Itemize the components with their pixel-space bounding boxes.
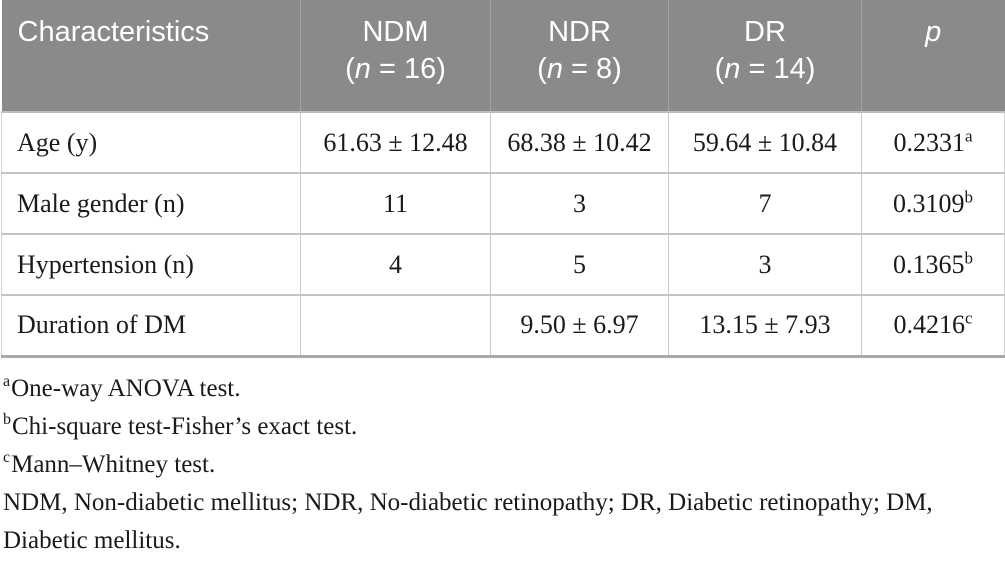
header-label: NDR	[548, 16, 611, 48]
row-label: Hypertension (n)	[1, 234, 301, 296]
footnote-marker: b	[964, 186, 974, 206]
header-label: DR	[744, 16, 786, 48]
header-sample-size: (n = 14)	[714, 53, 816, 85]
footnote-marker: a	[964, 125, 973, 145]
footnote-marker: a	[3, 373, 11, 391]
column-header-dr: DR (n = 14)	[668, 0, 862, 113]
cell-dr: 7	[668, 173, 862, 235]
table-row-hypertension: Hypertension (n) 4 5 3 0.1365b	[1, 234, 1005, 296]
cell-dr: 13.15 ± 7.93	[668, 295, 862, 358]
header-sample-size: (n = 8)	[537, 53, 622, 85]
cell-ndr: 5	[490, 234, 669, 296]
cell-p-value: 0.2331a	[861, 112, 1005, 174]
cell-dr: 3	[668, 234, 862, 296]
column-header-ndr: NDR (n = 8)	[490, 0, 669, 113]
row-label: Age (y)	[1, 112, 301, 174]
footnote-marker: c	[3, 449, 11, 467]
cell-p-value: 0.3109b	[861, 173, 1005, 235]
header-label: Characteristics	[17, 16, 210, 48]
cell-ndr: 9.50 ± 6.97	[490, 295, 669, 358]
table-row-duration-of-dm: Duration of DM 9.50 ± 6.97 13.15 ± 7.93 …	[1, 295, 1005, 358]
footnote-marker: b	[964, 247, 974, 267]
column-header-p-value: p	[861, 0, 1005, 113]
header-sample-size: (n = 16)	[345, 53, 446, 85]
cell-ndm: 11	[300, 173, 491, 235]
column-header-ndm: NDM (n = 16)	[300, 0, 491, 113]
cell-p-value: 0.1365b	[861, 234, 1005, 296]
cell-ndm	[300, 295, 491, 358]
footnote-marker: b	[3, 411, 11, 429]
header-label: NDM	[362, 16, 429, 48]
cell-p-value: 0.4216c	[861, 295, 1005, 358]
table-header: Characteristics NDM (n = 16) NDR (n = 8)…	[1, 0, 1005, 113]
row-label: Male gender (n)	[1, 173, 301, 235]
cell-dr: 59.64 ± 10.84	[668, 112, 862, 174]
characteristics-table: Characteristics NDM (n = 16) NDR (n = 8)…	[1, 0, 1005, 358]
column-header-characteristics: Characteristics	[1, 0, 301, 113]
cell-ndr: 68.38 ± 10.42	[490, 112, 669, 174]
header-label: p	[925, 16, 942, 48]
footnote-marker: c	[964, 308, 973, 328]
table-row-age: Age (y) 61.63 ± 12.48 68.38 ± 10.42 59.6…	[1, 112, 1005, 174]
footnote-abbreviations: NDM, Non-diabetic mellitus; NDR, No-diab…	[3, 488, 933, 554]
cell-ndr: 3	[490, 173, 669, 235]
table-body: Age (y) 61.63 ± 12.48 68.38 ± 10.42 59.6…	[1, 112, 1005, 358]
table-footnotes: aOne-way ANOVA test. bChi-square test-Fi…	[0, 358, 1005, 560]
row-label: Duration of DM	[1, 295, 301, 358]
cell-ndm: 4	[300, 234, 491, 296]
footnote-mann-whitney: cMann–Whitney test.	[3, 449, 216, 478]
table-row-male-gender: Male gender (n) 11 3 7 0.3109b	[1, 173, 1005, 235]
cell-ndm: 61.63 ± 12.48	[300, 112, 491, 174]
footnote-anova: aOne-way ANOVA test.	[3, 373, 241, 402]
footnote-chi-square: bChi-square test-Fisher’s exact test.	[3, 411, 358, 440]
